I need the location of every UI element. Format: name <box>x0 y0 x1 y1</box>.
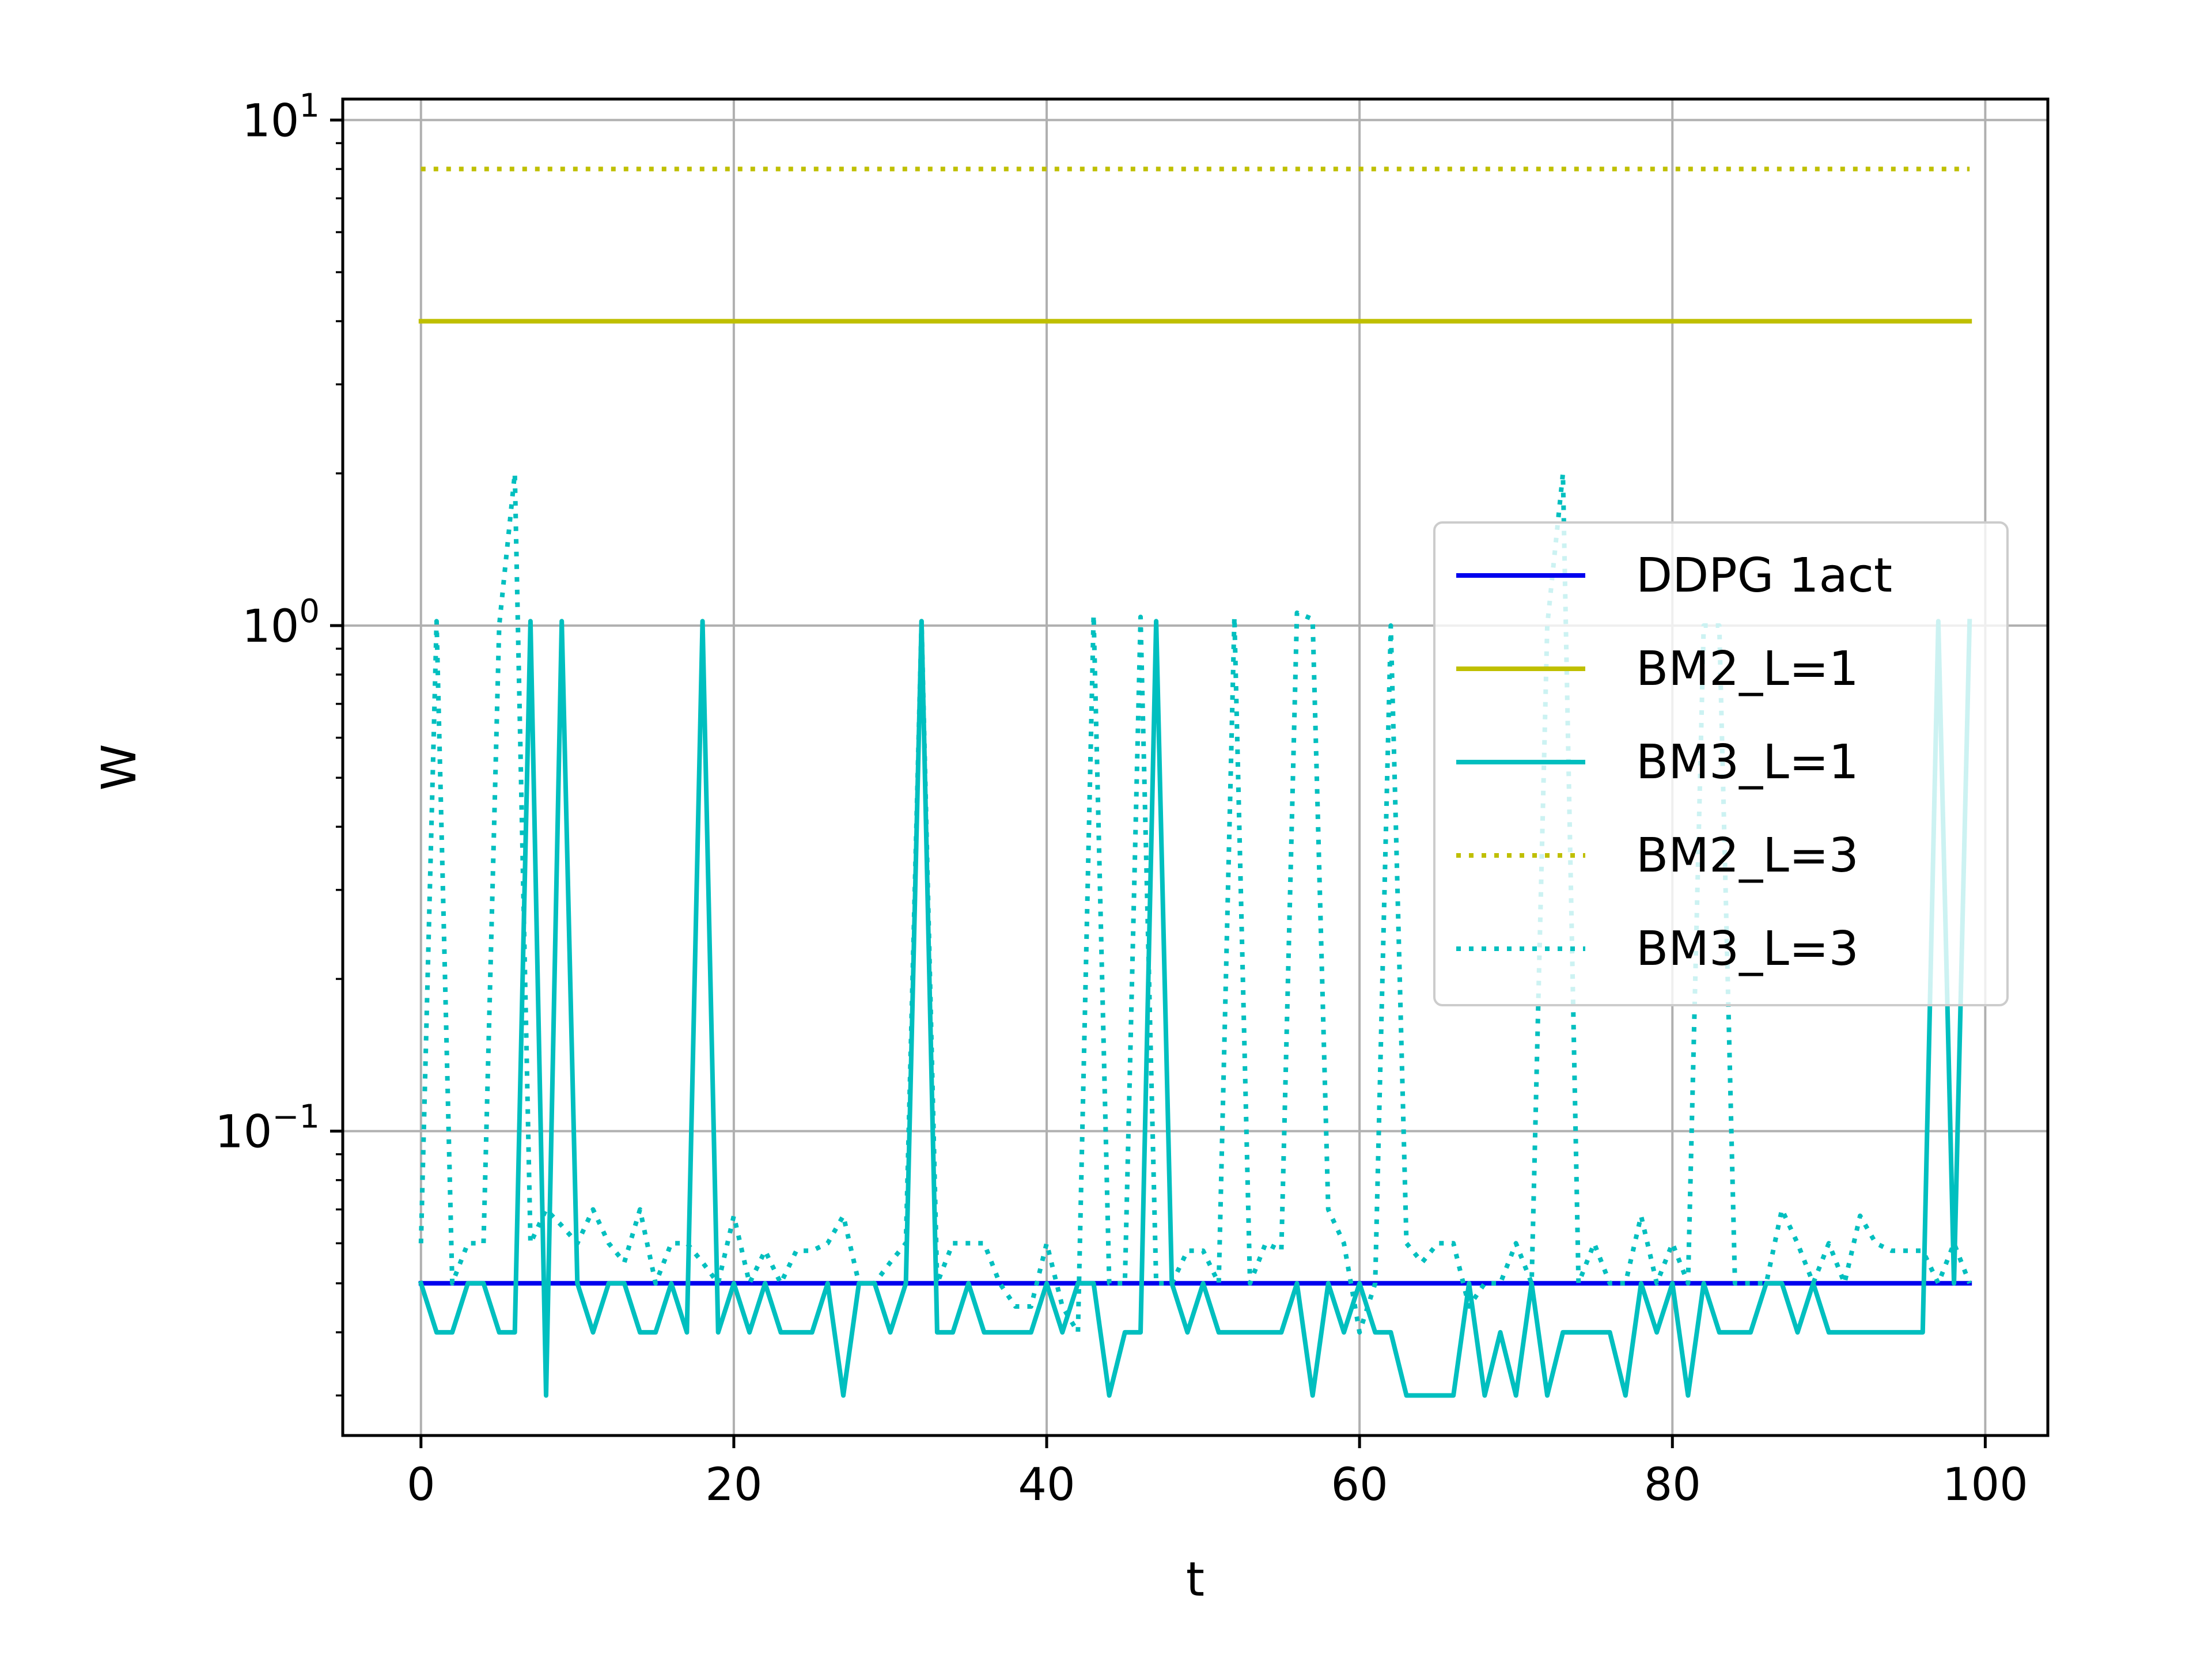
y-tick-label: 101 <box>242 87 320 147</box>
legend-label-bm3-l-3: BM3_L=3 <box>1636 922 1859 976</box>
y-tick-label: 10−1 <box>215 1099 320 1158</box>
axis-ticks: 0 20 40 60 80 100 10−1 100 101 <box>215 87 2028 1511</box>
legend: DDPG 1act BM2_L=1 BM3_L=1 BM2_L=3 BM3_L=3 <box>1433 521 2009 1006</box>
legend-label-ddpg-1act: DDPG 1act <box>1636 548 1892 603</box>
x-tick-label: 20 <box>705 1459 762 1511</box>
legend-label-bm2-l-3: BM2_L=3 <box>1636 828 1859 883</box>
x-tick-label: 60 <box>1331 1459 1388 1511</box>
legend-label-bm2-l-1: BM2_L=1 <box>1636 642 1859 696</box>
legend-box <box>1433 521 2009 1006</box>
y-axis-label: W <box>92 744 147 790</box>
y-tick-label: 100 <box>242 593 320 653</box>
x-tick-label: 40 <box>1018 1459 1075 1511</box>
series-line-bm3-l-1 <box>418 619 1972 1398</box>
x-tick-label: 100 <box>1942 1459 2028 1511</box>
x-tick-label: 0 <box>407 1459 435 1511</box>
series-line-bm3-l-3 <box>418 471 1972 1335</box>
series-layer <box>418 166 1972 1398</box>
legend-label-bm3-l-1: BM3_L=1 <box>1636 735 1859 790</box>
x-tick-label: 80 <box>1644 1459 1701 1511</box>
x-axis-label: t <box>1186 1552 1205 1607</box>
plot-frame <box>341 97 2050 1437</box>
